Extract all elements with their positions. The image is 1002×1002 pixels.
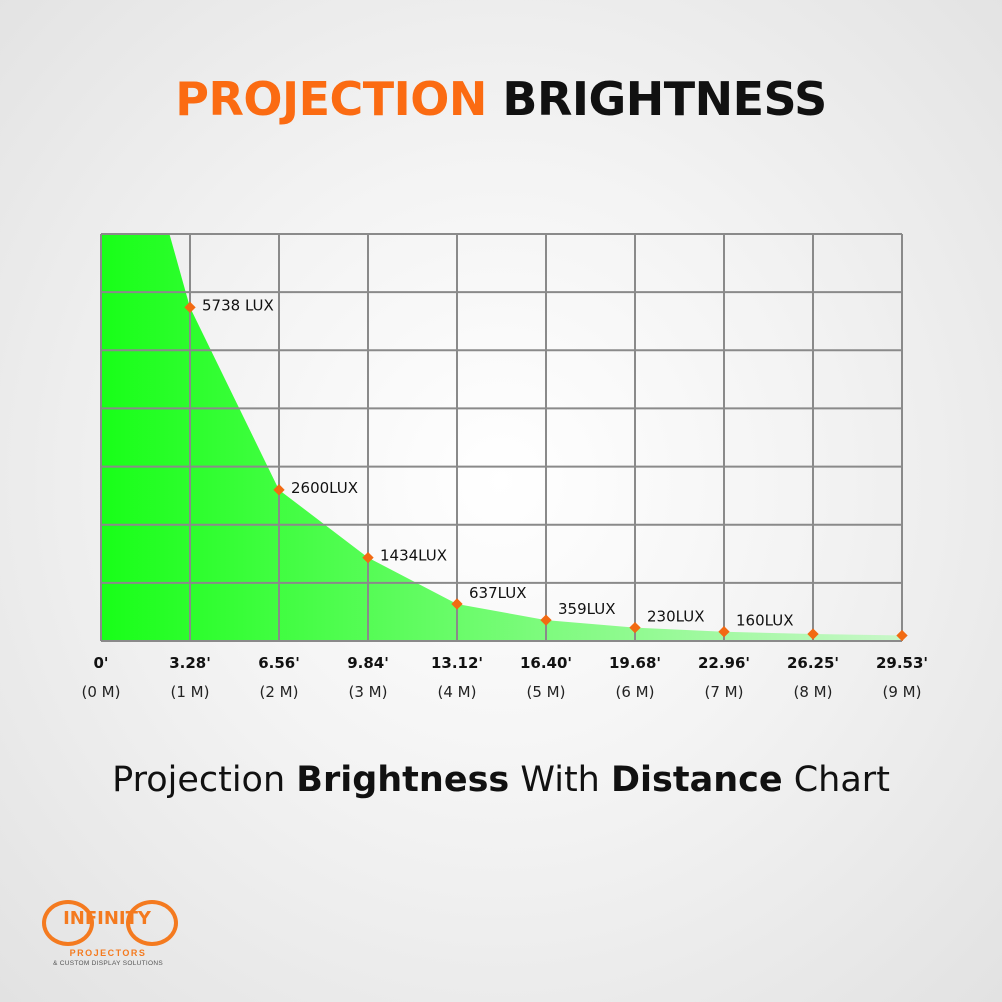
x-tick-label-meters: (3 M) bbox=[349, 683, 388, 701]
logo-line-solutions: & CUSTOM DISPLAY SOLUTIONS bbox=[52, 960, 164, 967]
data-point-marker bbox=[362, 551, 374, 564]
subtitle-part-3: Chart bbox=[782, 760, 890, 800]
x-tick-label-meters: (9 M) bbox=[883, 683, 922, 701]
data-point-marker bbox=[807, 628, 819, 640]
data-point-marker bbox=[629, 621, 641, 634]
subtitle-bold-brightness: Brightness bbox=[296, 760, 510, 800]
data-label: 1434LUX bbox=[380, 547, 447, 565]
x-tick-label-feet: 13.12' bbox=[431, 654, 483, 672]
data-point-marker bbox=[540, 614, 552, 626]
x-tick-label-feet: 19.68' bbox=[609, 654, 661, 672]
headline-word-brightness: BRIGHTNESS bbox=[502, 72, 827, 126]
data-point-marker bbox=[273, 484, 285, 496]
brightness-chart: 5738 LUX 2600LUX 1434LUX 637LUX 359LUX 230LUX… bbox=[82, 233, 928, 701]
headline: PROJECTION BRIGHTNESS bbox=[0, 72, 1002, 126]
subtitle-bold-distance: Distance bbox=[610, 760, 783, 800]
logo-brand: INFINITY bbox=[63, 908, 151, 929]
x-tick-label-feet: 16.40' bbox=[520, 654, 572, 672]
x-tick-label-meters: (0 M) bbox=[82, 683, 121, 701]
x-tick-label-meters: (2 M) bbox=[260, 683, 299, 701]
x-tick-label-feet: 3.28' bbox=[169, 654, 211, 672]
data-label: 230LUX bbox=[647, 608, 705, 626]
data-point-marker bbox=[718, 626, 730, 638]
data-point-marker bbox=[896, 629, 908, 642]
data-point-marker bbox=[184, 301, 196, 314]
subtitle-part-1: Projection bbox=[112, 760, 297, 800]
x-tick-label-meters: (4 M) bbox=[438, 683, 477, 701]
data-label: 2600LUX bbox=[291, 479, 358, 497]
x-tick-label-meters: (6 M) bbox=[616, 683, 655, 701]
headline-word-projection: PROJECTION bbox=[175, 72, 487, 126]
x-tick-label-meters: (7 M) bbox=[705, 683, 744, 701]
subtitle-part-2: With bbox=[509, 760, 611, 800]
chart-subtitle: Projection Brightness With Distance Char… bbox=[0, 760, 1002, 800]
x-tick-label-feet: 22.96' bbox=[698, 654, 750, 672]
logo-ring-left bbox=[42, 900, 94, 946]
logo-line-projectors: PROJECTORS bbox=[69, 948, 147, 958]
x-tick-label-meters: (1 M) bbox=[171, 683, 210, 701]
x-tick-label-meters: (8 M) bbox=[794, 683, 833, 701]
data-point-marker bbox=[451, 598, 463, 610]
x-tick-label-feet: 9.84' bbox=[347, 654, 389, 672]
data-label: 637LUX bbox=[469, 584, 527, 602]
data-label: 160LUX bbox=[736, 612, 794, 630]
x-tick-label-feet: 0' bbox=[93, 654, 108, 672]
infinity-logo: INFINITY PROJECTORS & CUSTOM DISPLAY SOL… bbox=[38, 898, 178, 972]
x-tick-label-feet: 6.56' bbox=[258, 654, 300, 672]
data-label: 359LUX bbox=[558, 600, 616, 618]
data-label: 5738 LUX bbox=[202, 296, 274, 314]
logo-ring-right bbox=[126, 900, 178, 946]
x-tick-label-feet: 29.53' bbox=[876, 654, 928, 672]
brightness-area bbox=[101, 234, 902, 641]
chart-grid bbox=[100, 233, 903, 642]
x-tick-label-meters: (5 M) bbox=[527, 683, 566, 701]
x-tick-label-feet: 26.25' bbox=[787, 654, 839, 672]
